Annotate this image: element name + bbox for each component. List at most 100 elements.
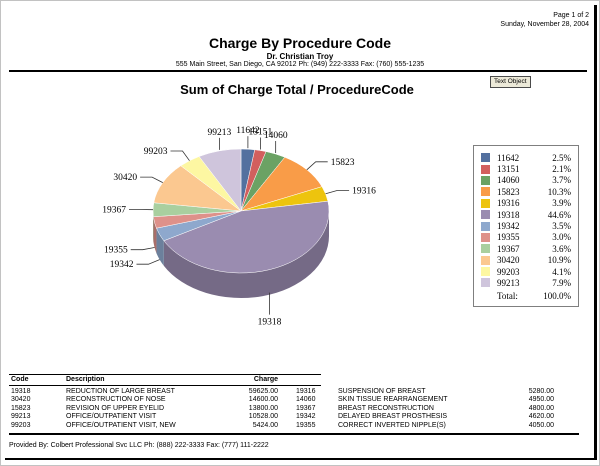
pie-callout-19318: 19318 — [258, 318, 282, 328]
legend-item-19367: 19367 3.6% — [474, 243, 578, 254]
legend-code: 11642 — [497, 152, 520, 163]
legend-total-label: Total: — [497, 291, 518, 302]
cell-description: SUSPENSION OF BREAST — [338, 387, 426, 395]
page-number: Page 1 of 2 — [553, 12, 589, 19]
cell-charge: 4050.00 — [528, 421, 554, 429]
legend-swatch-13151 — [481, 164, 490, 174]
legend-item-99203: 99203 4.1% — [474, 266, 578, 277]
chart-legend: 11642 2.5% 13151 2.1% 14060 3.7% 15823 10.3% 193… — [473, 145, 579, 307]
cell-code: 14060 — [296, 396, 316, 404]
legend-code: 30420 — [497, 255, 520, 266]
pie-callout-99213: 99213 — [208, 128, 232, 138]
table-row: 19367 BREAST RECONSTRUCTION 4800.00 — [296, 405, 554, 414]
cell-code: 15823 — [11, 404, 31, 412]
cell-code: 19342 — [296, 413, 316, 421]
cell-code: 19355 — [296, 421, 316, 429]
footer-rule — [9, 432, 579, 435]
legend-code: 19355 — [497, 232, 520, 243]
cell-code: 19318 — [11, 387, 31, 395]
legend-item-11642: 11642 2.5% — [474, 152, 578, 163]
page-shadow-bottom — [5, 457, 597, 460]
pie-slice-side-19355 — [153, 216, 157, 254]
cell-charge: 4950.00 — [528, 396, 554, 404]
pie-slice-side-19342 — [156, 228, 164, 266]
legend-rows: 11642 2.5% 13151 2.1% 14060 3.7% 15823 10.3% 193… — [474, 152, 578, 289]
legend-swatch-99213 — [481, 278, 490, 288]
chart-title: Sum of Charge Total / ProcedureCode — [180, 82, 414, 97]
cell-charge: 10528.00 — [248, 413, 278, 421]
legend-swatch-19355 — [481, 232, 490, 242]
cell-description: BREAST RECONSTRUCTION — [338, 404, 434, 412]
legend-swatch-19316 — [481, 198, 490, 208]
legend-percent: 44.6% — [547, 209, 571, 220]
pie-callout-99203: 99203 — [144, 147, 168, 157]
table-rows-left: 19318 REDUCTION OF LARGE BREAST 59625.00 30… — [11, 388, 278, 431]
cell-description: REDUCTION OF LARGE BREAST — [66, 387, 175, 395]
table-header-row: Code Description Charge — [11, 376, 278, 385]
text-object-badge[interactable]: Text Object — [490, 76, 531, 88]
pie-callout-15823: 15823 — [331, 158, 355, 168]
table-row: 99203 OFFICE/OUTPATIENT VISIT, NEW 5424.00 — [11, 422, 278, 431]
cell-charge: 14600.00 — [248, 396, 278, 404]
pie-callout-19367: 19367 — [102, 206, 126, 216]
legend-swatch-30420 — [481, 255, 490, 265]
legend-swatch-15823 — [481, 187, 490, 197]
cell-charge: 5280.00 — [528, 387, 554, 395]
pie-callout-19342: 19342 — [110, 260, 134, 270]
legend-percent: 10.9% — [547, 255, 571, 266]
footer-text: Provided By: Colbert Professional Svc LL… — [9, 441, 269, 449]
charges-table-right: 19316 SUSPENSION OF BREAST 5280.00 14060 SKI… — [296, 388, 554, 431]
report-provider-address: 555 Main Street, San Diego, CA 92012 Ph:… — [175, 61, 425, 68]
legend-percent: 3.6% — [552, 243, 571, 254]
legend-percent: 3.7% — [552, 175, 571, 186]
column-header-charge: Charge — [253, 376, 278, 383]
legend-code: 19342 — [497, 221, 520, 232]
pie-slice-19318 — [163, 200, 330, 274]
table-rows-right: 19316 SUSPENSION OF BREAST 5280.00 14060 SKI… — [296, 388, 554, 431]
legend-swatch-19367 — [481, 244, 490, 254]
table-row: 19318 REDUCTION OF LARGE BREAST 59625.00 — [11, 388, 278, 397]
pie-slice-side-19318 — [163, 211, 329, 299]
cell-charge: 4620.00 — [528, 413, 554, 421]
pie-callout-30420: 30420 — [113, 173, 137, 183]
column-header-code: Code — [11, 376, 29, 383]
legend-code: 19367 — [497, 243, 520, 254]
cell-code: 19316 — [296, 387, 316, 395]
table-row: 14060 SKIN TISSUE REARRANGEMENT 4950.00 — [296, 396, 554, 405]
legend-code: 19318 — [497, 209, 520, 220]
legend-percent: 4.1% — [552, 266, 571, 277]
table-row: 99213 OFFICE/OUTPATIENT VISIT 10528.00 — [11, 413, 278, 422]
legend-percent: 7.9% — [552, 277, 571, 288]
table-header-rule-bottom — [9, 384, 321, 386]
pie-callout-11642: 11642 — [236, 126, 260, 136]
cell-charge: 59625.00 — [248, 387, 278, 395]
page-shadow-right — [594, 5, 597, 460]
legend-item-13151: 13151 2.1% — [474, 163, 578, 174]
report-provider-name: Dr. Christian Troy — [266, 52, 334, 61]
legend-percent: 2.1% — [552, 164, 571, 175]
legend-item-99213: 99213 7.9% — [474, 277, 578, 288]
cell-description: REVISION OF UPPER EYELID — [66, 404, 165, 412]
legend-code: 15823 — [497, 186, 520, 197]
table-row: 19355 CORRECT INVERTED NIPPLE(S) 4050.00 — [296, 422, 554, 431]
legend-item-14060: 14060 3.7% — [474, 175, 578, 186]
cell-charge: 4800.00 — [528, 404, 554, 412]
cell-description: RECONSTRUCTION OF NOSE — [66, 396, 166, 404]
table-row: 15823 REVISION OF UPPER EYELID 13800.00 — [11, 405, 278, 414]
legend-item-19316: 19316 3.9% — [474, 198, 578, 209]
legend-item-19318: 19318 44.6% — [474, 209, 578, 220]
legend-code: 99203 — [497, 266, 520, 277]
legend-code: 13151 — [497, 164, 520, 175]
legend-code: 99213 — [497, 277, 520, 288]
legend-swatch-11642 — [481, 153, 490, 163]
cell-description: CORRECT INVERTED NIPPLE(S) — [338, 421, 446, 429]
cell-description: DELAYED BREAST PROSTHESIS — [338, 413, 448, 421]
cell-code: 19367 — [296, 404, 316, 412]
charges-table-left: Code Description Charge 19318 REDUCTION O… — [11, 376, 278, 431]
legend-item-15823: 15823 10.3% — [474, 186, 578, 197]
legend-item-19355: 19355 3.0% — [474, 232, 578, 243]
legend-percent: 10.3% — [547, 186, 571, 197]
legend-item-19342: 19342 3.5% — [474, 220, 578, 231]
